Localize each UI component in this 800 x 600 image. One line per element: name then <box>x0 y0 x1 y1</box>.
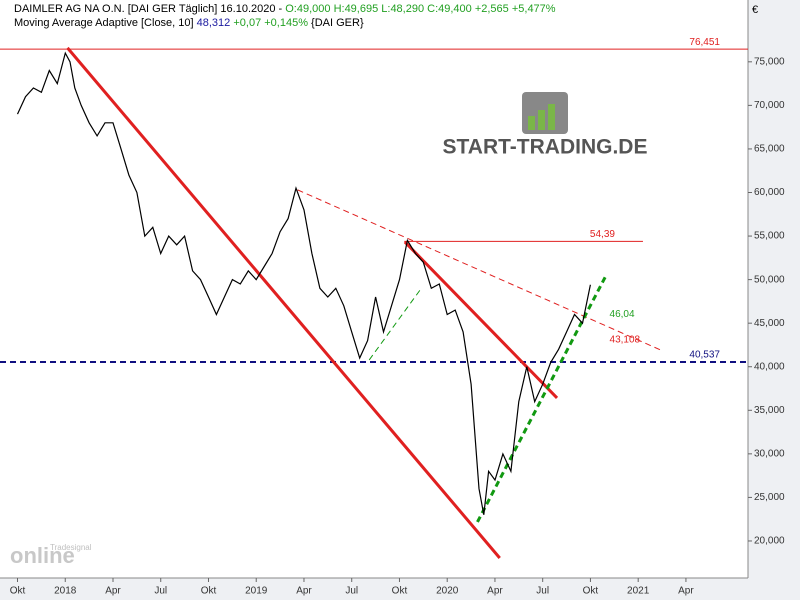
logo-text: START-TRADING.DE <box>443 136 648 159</box>
y-tick-label: 35,000 <box>754 405 785 416</box>
x-tick-label: Jul <box>154 586 167 597</box>
x-tick-label: Apr <box>296 586 312 597</box>
x-tick-label: Jul <box>536 586 549 597</box>
x-tick-label: Okt <box>583 586 599 597</box>
x-tick-label: Okt <box>201 586 217 597</box>
annotation: 43,108 <box>610 334 641 345</box>
header-part: O:49,000 H:49,695 L:48,290 C:49,400 +2,5… <box>285 3 556 15</box>
y-tick-label: 65,000 <box>754 144 785 155</box>
x-axis-panel <box>0 578 800 600</box>
header-indicator: Moving Average Adaptive [Close, 10] 48,3… <box>14 17 364 29</box>
trendline <box>368 289 421 361</box>
watermark: online <box>10 543 75 568</box>
y-tick-label: 60,000 <box>754 187 785 198</box>
x-tick-label: 2020 <box>436 586 459 597</box>
watermark: Tradesignal <box>50 543 92 552</box>
indicator-part: +0,07 +0,145% <box>230 17 308 29</box>
level-label: 40,537 <box>689 350 720 361</box>
header-part: DAIMLER AG NA O.N. [DAI GER Täglich] 16.… <box>14 3 285 15</box>
x-tick-label: Okt <box>392 586 408 597</box>
x-tick-label: 2019 <box>245 586 268 597</box>
indicator-part: {DAI GER} <box>308 17 364 29</box>
annotation: 46,04 <box>610 309 635 320</box>
y-tick-label: 20,000 <box>754 536 785 547</box>
logo: START-TRADING.DE <box>443 92 648 159</box>
x-tick-label: Apr <box>487 586 503 597</box>
logo-bar <box>548 104 555 130</box>
trendline <box>476 274 608 523</box>
x-tick-label: Okt <box>10 586 26 597</box>
y-tick-label: 50,000 <box>754 274 785 285</box>
x-tick-label: Apr <box>105 586 121 597</box>
y-tick-label: 70,000 <box>754 100 785 111</box>
price-line <box>16 51 591 515</box>
header-title: DAIMLER AG NA O.N. [DAI GER Täglich] 16.… <box>14 3 556 15</box>
y-axis-panel <box>748 0 800 600</box>
y-tick-label: 45,000 <box>754 318 785 329</box>
trendline <box>403 240 559 399</box>
currency: € <box>752 4 758 16</box>
level-label: 54,39 <box>590 229 615 240</box>
y-tick-label: 55,000 <box>754 231 785 242</box>
indicator-part: 48,312 <box>197 17 231 29</box>
x-tick-label: 2021 <box>627 586 650 597</box>
logo-bar <box>538 110 545 130</box>
trendline <box>297 189 661 351</box>
level-label: 76,451 <box>689 37 720 48</box>
y-tick-label: 40,000 <box>754 361 785 372</box>
y-tick-label: 75,000 <box>754 56 785 67</box>
x-tick-label: 2018 <box>54 586 77 597</box>
y-tick-label: 30,000 <box>754 448 785 459</box>
y-tick-label: 25,000 <box>754 492 785 503</box>
indicator-part: Moving Average Adaptive [Close, 10] <box>14 17 197 29</box>
logo-bar <box>528 116 535 130</box>
trendline <box>66 46 501 559</box>
x-tick-label: Jul <box>345 586 358 597</box>
x-tick-label: Apr <box>678 586 694 597</box>
